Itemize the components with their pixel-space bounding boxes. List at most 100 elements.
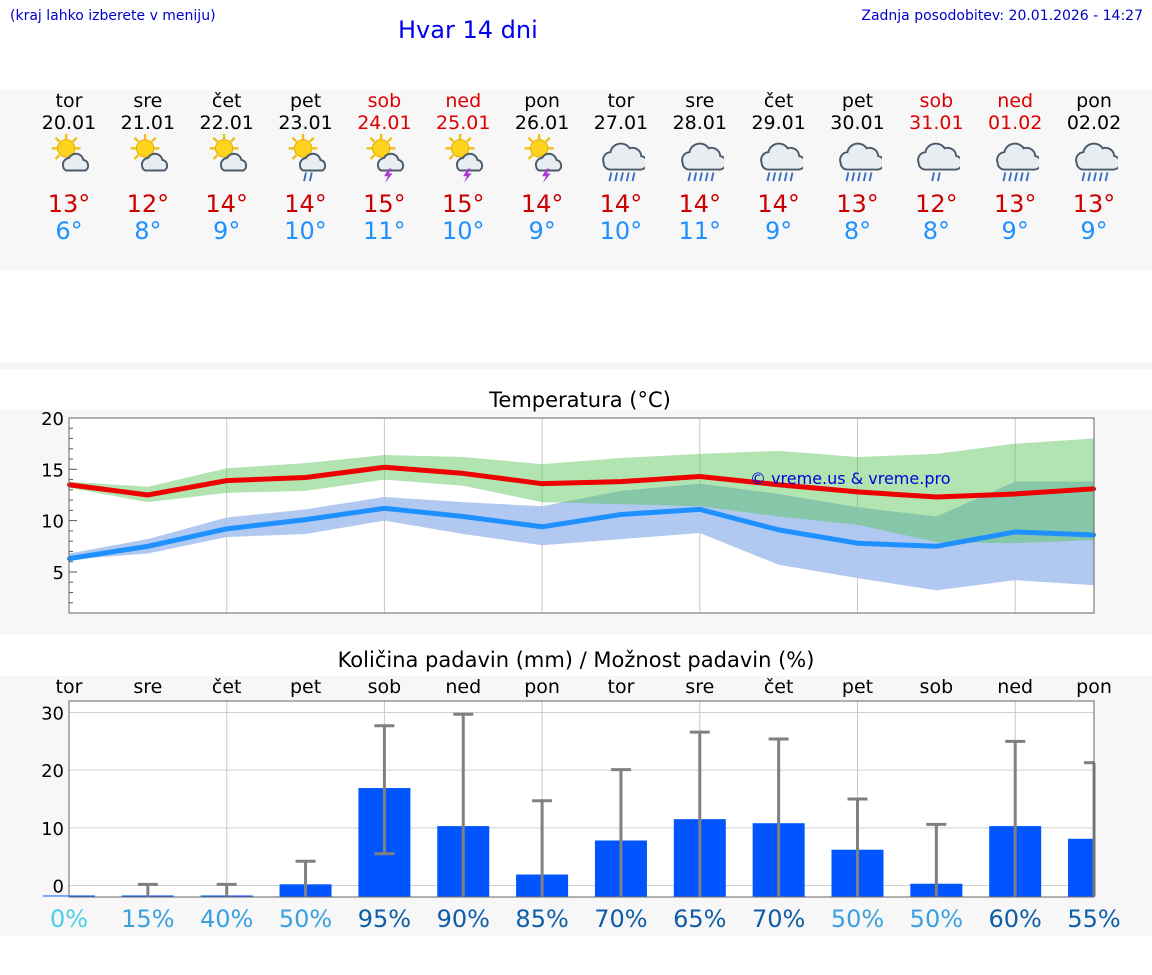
- y-tick-label: 10: [41, 819, 64, 840]
- y-tick-label: 20: [41, 761, 64, 782]
- category-label: pon: [1076, 676, 1112, 698]
- max-temperature-point: [697, 474, 702, 479]
- precipitation-probability: 85%: [515, 905, 568, 933]
- category-label: sre: [133, 676, 162, 698]
- min-temperature-point: [776, 527, 781, 532]
- max-temperature: 14°: [205, 190, 248, 218]
- min-temperature: 10°: [441, 217, 485, 245]
- precipitation-probability: 65%: [673, 905, 726, 933]
- y-tick-label: 0: [53, 876, 64, 897]
- y-tick-label: 30: [41, 704, 64, 725]
- day-name: sre: [685, 90, 715, 112]
- max-temperature: 14°: [757, 190, 800, 218]
- max-temperature: 13°: [1072, 190, 1116, 218]
- min-temperature: 8°: [843, 217, 872, 245]
- min-temperature: 9°: [528, 217, 556, 245]
- min-temperature: 9°: [213, 217, 241, 245]
- sun-thunder-icon: [524, 133, 563, 184]
- min-temperature: 10°: [284, 217, 327, 245]
- day-date: 01.02: [987, 112, 1043, 134]
- max-temperature: 14°: [599, 190, 643, 218]
- precipitation-probability: 70%: [752, 905, 805, 933]
- section-divider: [0, 363, 1152, 369]
- min-temperature-point: [303, 517, 308, 522]
- location-menu-hint[interactable]: (kraj lahko izberete v meniju): [10, 8, 216, 24]
- category-label: čet: [764, 676, 794, 698]
- day-name: pet: [841, 90, 874, 112]
- max-temperature-point: [855, 489, 860, 494]
- sun-thunder-icon: [445, 133, 484, 184]
- category-label: pet: [842, 676, 873, 698]
- day-date: 02.02: [1066, 112, 1122, 134]
- min-temperature-point: [382, 506, 387, 511]
- precipitation-probability: 50%: [910, 905, 963, 933]
- precipitation-probability: 50%: [279, 905, 332, 933]
- daily-forecast-strip: tor 20.01 13° 6° sre 21.01 12° 8° čet 22.0…: [0, 90, 1152, 270]
- min-temperature: 11°: [363, 217, 406, 245]
- day-date: 25.01: [436, 112, 491, 134]
- precipitation-chart-title: Količina padavin (mm) / Možnost padavin …: [337, 648, 815, 672]
- max-temperature: 15°: [441, 190, 485, 218]
- day-name: tor: [607, 90, 635, 112]
- min-temperature-point: [224, 526, 229, 531]
- day-name: sob: [919, 90, 954, 112]
- temperature-chart-title: Temperatura (°C): [489, 388, 671, 412]
- rain-cloud-icon: [759, 142, 803, 182]
- sun-glyph: [367, 133, 396, 160]
- plot-area: [69, 701, 1094, 897]
- min-temperature: 8°: [922, 217, 950, 245]
- last-update-label: Zadnja posodobitev: 20.01.2026 - 14:27: [861, 8, 1143, 24]
- max-temperature-line: [68, 464, 1095, 500]
- category-label: tor: [608, 676, 635, 698]
- precipitation-probability: 90%: [437, 905, 490, 933]
- precipitation-probability: 40%: [200, 905, 253, 933]
- precipitation-probability: 15%: [121, 905, 174, 933]
- y-tick-label: 15: [41, 460, 64, 481]
- rain-cloud-icon: [838, 142, 882, 182]
- temperature-chart: 5 10 15 20 © vreme.us & vreme.pro: [41, 410, 1097, 614]
- day-name: pet: [289, 90, 322, 112]
- max-temperature: 15°: [363, 190, 406, 218]
- min-temperature-point: [697, 507, 702, 512]
- min-temperature-point: [461, 514, 466, 519]
- min-temperature: 9°: [765, 217, 793, 245]
- day-date: 22.01: [199, 112, 254, 134]
- max-temperature-point: [461, 471, 466, 476]
- partly-sunny-icon: [51, 133, 90, 172]
- max-temperature: 13°: [836, 190, 879, 218]
- precipitation-probability: 55%: [1067, 905, 1120, 933]
- day-date: 24.01: [357, 112, 412, 134]
- max-temperature: 13°: [47, 190, 91, 218]
- category-label: čet: [212, 676, 242, 698]
- day-date: 27.01: [593, 112, 649, 134]
- max-temperature-range-band: [69, 438, 1095, 544]
- max-temperature-point: [540, 481, 545, 486]
- day-name: tor: [55, 90, 83, 112]
- category-label: pon: [524, 676, 560, 698]
- max-temperature-point: [776, 482, 781, 487]
- page-title: Hvar 14 dni: [398, 16, 538, 44]
- min-temperature: 11°: [678, 217, 722, 245]
- plot-border: [68, 700, 1095, 898]
- y-tick-label: 10: [41, 512, 64, 533]
- max-temperature-point: [1013, 491, 1018, 496]
- day-date: 29.01: [751, 112, 806, 134]
- max-temperature: 12°: [126, 190, 170, 218]
- min-temperature: 6°: [55, 217, 83, 245]
- max-temperature: 12°: [915, 190, 958, 218]
- category-label: tor: [56, 676, 83, 698]
- sun-glyph: [445, 133, 475, 160]
- max-temperature-point: [382, 465, 387, 470]
- min-temperature: 9°: [1080, 217, 1108, 245]
- precipitation-probability: 50%: [831, 905, 884, 933]
- min-temperature-point: [855, 541, 860, 546]
- min-temperature: 8°: [134, 217, 162, 245]
- rain-cloud-icon: [996, 142, 1040, 182]
- min-temperature-point: [1013, 529, 1018, 534]
- min-temperature-range-band: [69, 481, 1095, 591]
- day-date: 31.01: [909, 112, 964, 134]
- max-temperature: 14°: [520, 190, 564, 218]
- day-name: ned: [997, 90, 1034, 112]
- max-temperature: 14°: [678, 190, 722, 218]
- max-temperature-point: [934, 495, 939, 500]
